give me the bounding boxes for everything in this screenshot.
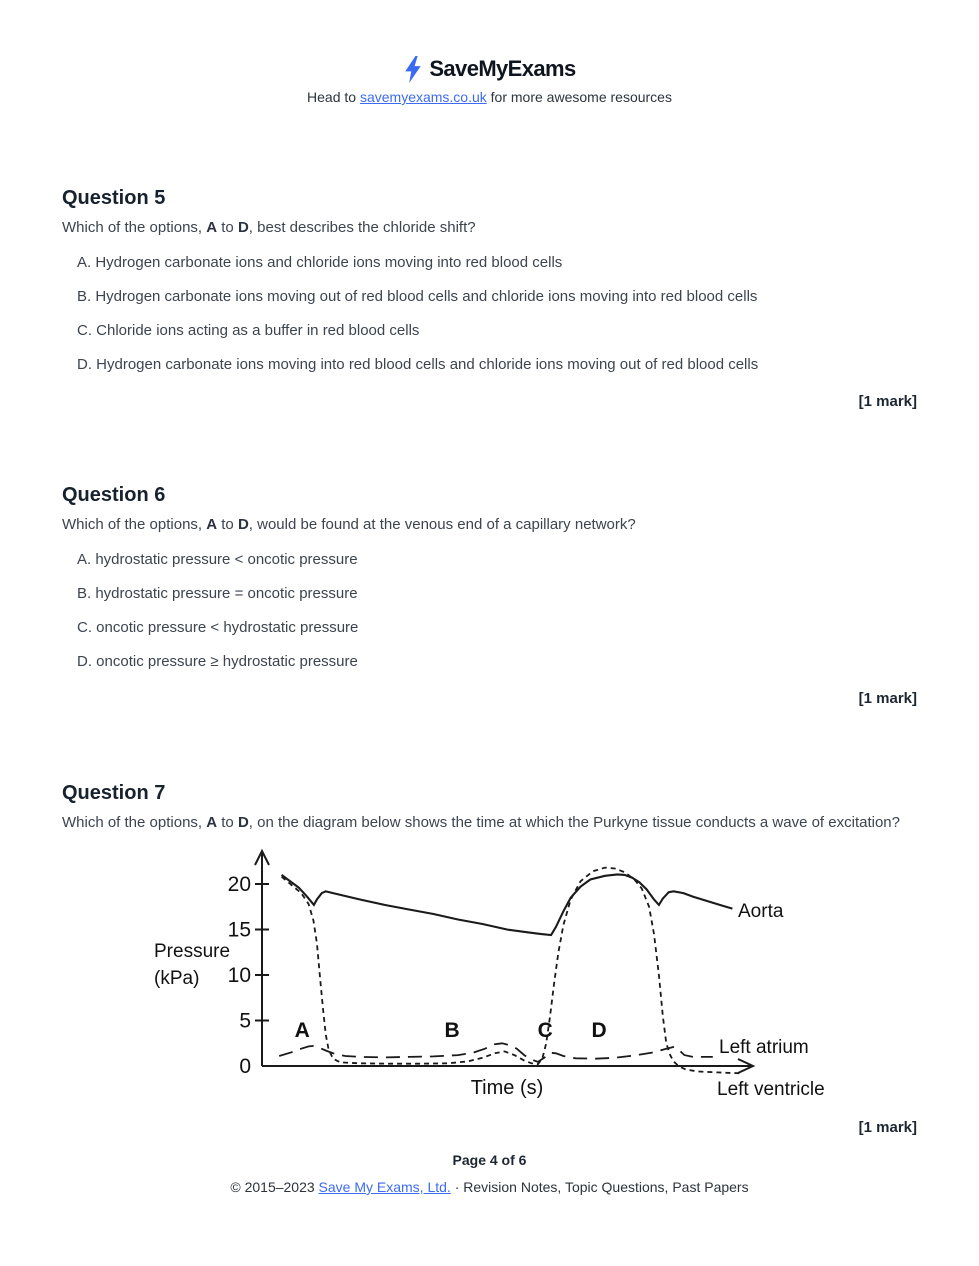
series-aorta — [280, 873, 733, 937]
x-axis-title: Time (s) — [471, 1077, 544, 1099]
option-a: A. hydrostatic pressure < oncotic pressu… — [77, 551, 358, 568]
y-axis-title-line2: (kPa) — [154, 968, 199, 989]
brand: SaveMyExams — [0, 54, 979, 84]
annotation-a: A — [295, 1019, 310, 1042]
series-left-ventricle — [281, 866, 740, 1075]
annotation-b: B — [445, 1019, 460, 1042]
option-d: D. oncotic pressure ≥ hydrostatic pressu… — [77, 653, 358, 670]
legend-left-ventricle-label: Left ventricle — [717, 1079, 825, 1100]
question-intro: Which of the options, A to D, would be f… — [62, 516, 636, 533]
mark-label: [1 mark] — [858, 1119, 917, 1136]
question-intro: Which of the options, A to D, on the dia… — [62, 814, 900, 831]
copyright: © 2015–2023 Save My Exams, Ltd. · Revisi… — [230, 1179, 749, 1195]
y-axis-arrow-icon — [254, 848, 270, 866]
tagline-link[interactable]: savemyexams.co.uk — [359, 89, 487, 105]
question-title: Question 6 — [62, 484, 166, 506]
y-tick-label-0: 0 — [239, 1055, 251, 1078]
options-list: A. Hydrogen carbonate ions and chloride … — [62, 253, 917, 374]
tagline-suffix: for more awesome resources — [486, 89, 672, 105]
header: SaveMyExams Head to savemyexams.co.uk fo… — [0, 0, 979, 105]
option-b: B. hydrostatic pressure = oncotic pressu… — [77, 585, 358, 602]
annotation-c: C — [538, 1019, 553, 1042]
footer: Page 4 of 6 © 2015–2023 Save My Exams, L… — [0, 1152, 979, 1195]
y-tick-label-5: 5 — [239, 1010, 251, 1033]
question-6-section: Question 6 Which of the options, A to D,… — [62, 482, 917, 707]
tagline: Head to savemyexams.co.uk for more aweso… — [0, 89, 979, 105]
brand-name: SaveMyExams — [429, 56, 576, 81]
lightning-bolt-icon — [405, 55, 422, 83]
question-intro: Which of the options, A to D, best descr… — [62, 219, 476, 236]
tagline-prefix: Head to — [307, 89, 360, 105]
y-tick-label-20: 20 — [228, 873, 251, 896]
page-number: Page 4 of 6 — [452, 1152, 527, 1168]
legend-left-atrium-label: Left atrium — [719, 1037, 809, 1058]
legend-aorta-label: Aorta — [738, 901, 784, 922]
question-title: Question 7 — [62, 782, 166, 804]
cardiac-cycle-chart: Pressure (kPa) Time (s) Aorta Left atriu… — [62, 841, 917, 1111]
content: Question 5 Which of the options, A to D,… — [0, 185, 979, 1136]
option-b: B. Hydrogen carbonate ions moving out of… — [77, 288, 758, 305]
x-axis-arrow-icon — [737, 1058, 756, 1074]
series-left-atrium — [278, 1042, 713, 1063]
y-axis-title-line1: Pressure — [154, 941, 230, 962]
question-title: Question 5 — [62, 187, 166, 209]
option-a: A. Hydrogen carbonate ions and chloride … — [77, 254, 563, 271]
copyright-link[interactable]: Save My Exams, Ltd. — [318, 1179, 451, 1195]
option-c: C. oncotic pressure < hydrostatic pressu… — [77, 619, 359, 636]
y-tick-label-15: 15 — [228, 919, 251, 942]
option-d: D. Hydrogen carbonate ions moving into r… — [77, 356, 759, 373]
annotation-d: D — [592, 1019, 607, 1042]
y-tick-label-10: 10 — [228, 964, 251, 987]
mark-label: [1 mark] — [858, 393, 917, 410]
question-5-section: Question 5 Which of the options, A to D,… — [62, 185, 917, 410]
chart-svg: Pressure (kPa) Time (s) Aorta Left atriu… — [154, 848, 825, 1100]
question-7-section: Question 7 Which of the options, A to D,… — [62, 780, 917, 1136]
options-list: A. hydrostatic pressure < oncotic pressu… — [62, 550, 917, 671]
option-c: C. Chloride ions acting as a buffer in r… — [77, 322, 420, 339]
mark-label: [1 mark] — [858, 690, 917, 707]
